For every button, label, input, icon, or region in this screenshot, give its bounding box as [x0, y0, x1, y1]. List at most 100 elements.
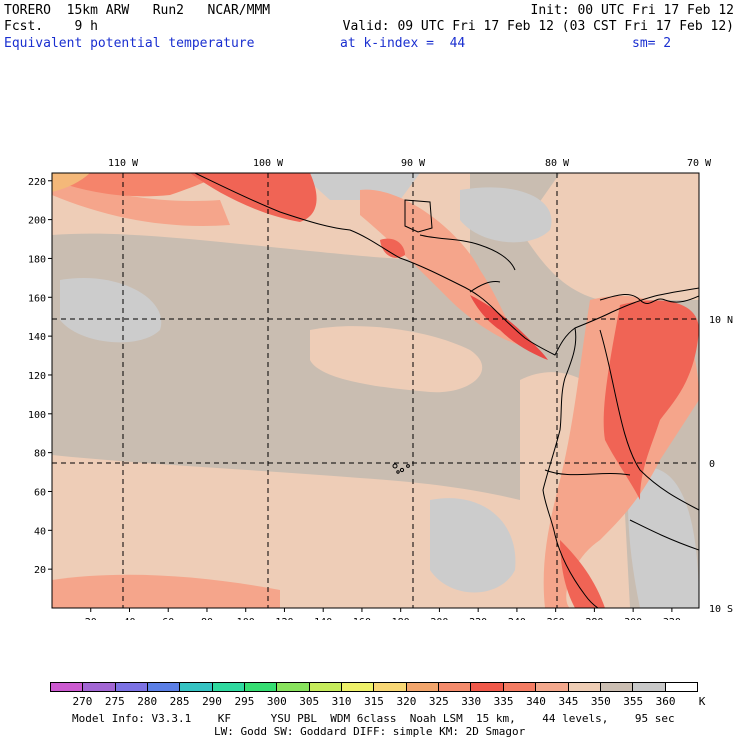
- field-gray-west: [60, 278, 162, 343]
- x-tick-label: 40: [123, 617, 135, 620]
- header-level: at k-index = 44: [340, 36, 466, 51]
- map-plot: 2040608010012014016018020022024026028030…: [28, 158, 733, 620]
- colorbar-segment: [180, 683, 213, 691]
- galapagos-island: [406, 464, 410, 468]
- field-red-peru: [560, 540, 605, 608]
- y-tick-label: 120: [28, 371, 46, 382]
- colorbar-label: 280: [137, 695, 158, 708]
- colorbar-label: 355: [623, 695, 644, 708]
- y-tick-label: 220: [28, 177, 46, 188]
- y-tick-label: 160: [28, 293, 46, 304]
- colorbar-segment: [245, 683, 278, 691]
- y-tick-label: 140: [28, 332, 46, 343]
- colorbar-label: 340: [526, 695, 546, 708]
- ecuador-border: [544, 469, 631, 476]
- colorbar-segment: [471, 683, 504, 691]
- colorbar-segment: [665, 683, 697, 691]
- x-tick-label: 220: [469, 617, 487, 620]
- colorbar-label: 325: [428, 695, 449, 708]
- x-tick-label: 300: [624, 617, 642, 620]
- galapagos-island: [392, 463, 398, 469]
- header-field-name: Equivalent potential temperature: [4, 36, 255, 51]
- colorbar-segment: [568, 683, 601, 691]
- colorbar-segment: [633, 683, 666, 691]
- colorbar-label: 315: [364, 695, 384, 708]
- field-gray-south: [430, 498, 516, 593]
- lon-label: 70 W: [687, 158, 712, 169]
- yucatan-outline: [404, 199, 433, 233]
- footer-model-info: Model Info: V3.3.1 KF YSU PBL WDM 6class…: [72, 712, 675, 725]
- x-tick-label: 140: [314, 617, 332, 620]
- y-tick-label: 80: [34, 449, 46, 460]
- peru-border: [629, 519, 699, 551]
- south-america-coast: [542, 327, 599, 608]
- x-axis-ticks: 20 40 60 80 100 120 140 160 180 200 220 240 260 280 30…: [85, 608, 681, 620]
- y-tick-label: 60: [34, 487, 46, 498]
- lat-label: 0: [709, 459, 715, 470]
- colorbar-segment: [277, 683, 310, 691]
- x-tick-label: 260: [547, 617, 565, 620]
- colorbar-label: 360: [655, 695, 676, 708]
- colorbar-label: 285: [169, 695, 190, 708]
- map-frame: [51, 172, 700, 609]
- y-tick-label: 20: [34, 565, 46, 576]
- field-gray-caribbean: [460, 187, 552, 243]
- field-gray-gulf: [300, 173, 420, 200]
- colorbar-segment: [148, 683, 181, 691]
- field-salmon-south: [52, 574, 280, 608]
- longitude-labels: 110 W 100 W 90 W 80 W 70 W: [108, 158, 712, 169]
- colorbar-label: 330: [461, 695, 482, 708]
- lon-label: 110 W: [108, 158, 139, 169]
- header-smoothing: sm= 2: [632, 36, 672, 51]
- honduras-coast: [419, 234, 516, 271]
- colorbar-segment: [536, 683, 569, 691]
- colorbar-segment: [342, 683, 375, 691]
- colorbar-label: 275: [104, 695, 125, 708]
- colorbar-segment: [212, 683, 246, 691]
- colorbar-segment: [83, 683, 116, 691]
- x-tick-label: 60: [162, 617, 174, 620]
- galapagos-island: [396, 470, 400, 474]
- lat-label: 10 S: [709, 604, 733, 615]
- colorbar-segment: [51, 683, 84, 691]
- field-gray-east: [628, 467, 699, 608]
- y-tick-label: 40: [34, 526, 46, 537]
- colorbar-label: 295: [234, 695, 255, 708]
- field-orange-corner: [52, 173, 90, 192]
- lon-label: 80 W: [545, 158, 570, 169]
- x-tick-label: 240: [508, 617, 526, 620]
- theta-e-field: [52, 173, 699, 608]
- colorbar-segment: [115, 683, 149, 691]
- colorbar-unit: K: [698, 695, 706, 708]
- galapagos-island: [399, 467, 405, 473]
- graticule: [52, 173, 699, 608]
- y-tick-label: 100: [28, 410, 46, 421]
- field-red-guatemala: [380, 238, 405, 258]
- colorbar-segment: [309, 683, 343, 691]
- x-tick-label: 100: [237, 617, 255, 620]
- x-tick-label: 120: [275, 617, 293, 620]
- colorbar-label: 335: [493, 695, 514, 708]
- colorbar-segment: [406, 683, 440, 691]
- x-tick-label: 180: [392, 617, 410, 620]
- y-axis-ticks: 20 40 60 80 100 120 140 160 180 200 220: [28, 177, 52, 576]
- x-tick-label: 160: [353, 617, 371, 620]
- header-model-title: TORERO 15km ARW Run2 NCAR/MMM: [4, 3, 271, 18]
- lon-label: 100 W: [253, 158, 284, 169]
- colombia-border: [599, 329, 699, 511]
- y-tick-label: 180: [28, 254, 46, 265]
- nicaragua-coast: [469, 281, 501, 293]
- colorbar-labels: 270 275 280 285 290 295 300 305 310 315 320 325 330 3…: [50, 695, 710, 709]
- lon-label: 90 W: [401, 158, 426, 169]
- footer-physics-info: LW: Godd SW: Goddard DIFF: simple KM: 2D…: [214, 725, 526, 738]
- colorbar-label: 310: [331, 695, 352, 708]
- x-tick-label: 280: [585, 617, 603, 620]
- colorbar-segment: [439, 683, 472, 691]
- x-tick-label: 80: [201, 617, 213, 620]
- field-red-mexico: [190, 173, 317, 222]
- header-forecast-hour: Fcst. 9 h: [4, 19, 98, 34]
- coastlines: [194, 173, 699, 608]
- field-warm-center: [310, 326, 483, 393]
- field-warm-caribbean: [520, 173, 699, 300]
- colorbar: [50, 682, 698, 692]
